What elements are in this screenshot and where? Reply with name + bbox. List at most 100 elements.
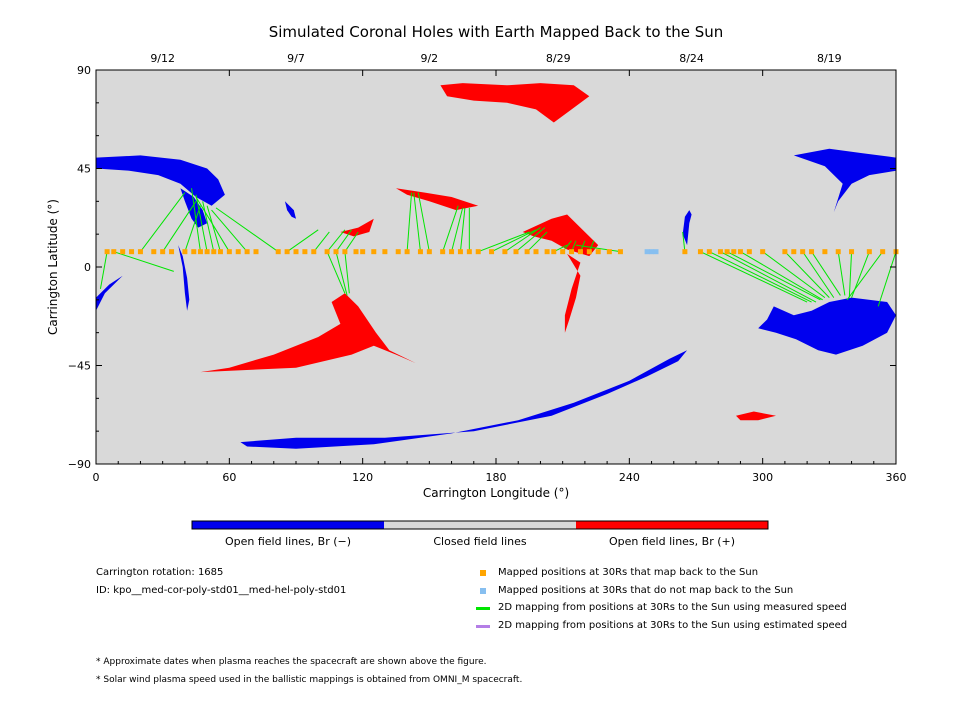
mapped-point-10 [191, 249, 197, 255]
legend-swatch-estimated [476, 625, 490, 628]
date-label-4: 8/29 [546, 52, 571, 65]
mapped-point-40 [489, 249, 495, 255]
mapped-point-21 [293, 249, 299, 255]
y-tick-label-1: 45 [77, 163, 91, 176]
field-line-mapping-14 [313, 231, 330, 252]
unmapped-point-3 [653, 249, 659, 255]
negative-coronal-hole-9 [240, 350, 688, 449]
mapped-point-2 [111, 249, 117, 255]
mapped-point-23 [311, 249, 317, 255]
field-line-mapping-28 [478, 231, 530, 253]
x-tick-label-240: 240 [619, 471, 640, 484]
carrington-rotation: Carrington rotation: 1685 [96, 567, 224, 578]
mapped-point-19 [275, 249, 281, 255]
mapped-point-64 [791, 249, 797, 255]
colorbar-label-negative: Open field lines, Br (−) [225, 535, 351, 548]
mapped-point-27 [353, 249, 359, 255]
field-line-mapping-1 [99, 251, 108, 289]
run-id: ID: kpo__med-cor-poly-std01__med-hel-pol… [96, 585, 347, 596]
negative-coronal-hole-8 [758, 297, 896, 355]
mapped-point-17 [244, 249, 250, 255]
field-line-mapping-11 [211, 209, 248, 253]
mapped-point-18 [253, 249, 259, 255]
mapped-point-41 [502, 249, 508, 255]
x-tick-label-120: 120 [352, 471, 373, 484]
y-tick-label-0: 90 [77, 64, 91, 77]
mapped-point-31 [395, 249, 401, 255]
mapped-point-48 [569, 249, 575, 255]
negative-coronal-hole-4 [284, 201, 296, 219]
field-line-mapping-42 [720, 251, 817, 303]
x-tick-label-360: 360 [886, 471, 907, 484]
colorbar-label-closed: Closed field lines [433, 535, 527, 548]
field-line-mapping-29 [491, 229, 537, 253]
plot-background [96, 70, 896, 464]
mapped-point-37 [457, 249, 463, 255]
mapped-point-29 [371, 249, 377, 255]
mapped-point-45 [544, 249, 550, 255]
field-line-mapping-53 [877, 251, 897, 307]
field-line-mapping-5 [184, 205, 201, 252]
mapped-point-8 [169, 249, 175, 255]
mapped-point-9 [182, 249, 188, 255]
mapped-point-3 [120, 249, 126, 255]
mapped-point-12 [204, 249, 210, 255]
field-line-mapping-31 [515, 227, 546, 253]
unmapped-point-2 [649, 249, 655, 255]
mapped-point-32 [404, 249, 410, 255]
field-line-mapping-9 [206, 205, 221, 252]
positive-coronal-hole-10 [440, 83, 590, 123]
mapped-point-67 [822, 249, 828, 255]
mapped-point-63 [782, 249, 788, 255]
mapped-point-7 [160, 249, 166, 255]
field-line-mapping-2 [113, 251, 174, 272]
mapped-point-22 [302, 249, 308, 255]
mapped-point-30 [382, 249, 388, 255]
mapped-point-70 [866, 249, 872, 255]
colorbar-frame [191, 520, 769, 530]
x-axis-label: Carrington Longitude (°) [423, 486, 569, 500]
field-line-mapping-52 [846, 251, 884, 301]
field-line-mapping-38 [575, 244, 621, 253]
negative-coronal-hole-6 [793, 148, 896, 213]
mapped-point-35 [440, 249, 446, 255]
mapped-point-11 [197, 249, 203, 255]
mapped-point-44 [533, 249, 539, 255]
date-label-1: 9/12 [150, 52, 175, 65]
mapped-point-24 [324, 249, 330, 255]
field-line-mapping-6 [191, 188, 201, 252]
field-line-mapping-30 [504, 227, 541, 253]
field-line-mapping-49 [837, 251, 846, 296]
mapped-point-61 [746, 249, 752, 255]
field-line-mapping-26 [459, 207, 466, 252]
positive-coronal-hole-16 [736, 411, 776, 421]
mapped-point-13 [211, 249, 217, 255]
mapped-point-54 [682, 249, 688, 255]
footnote-dates: * Approximate dates when plasma reaches … [96, 657, 487, 667]
mapped-point-47 [560, 249, 566, 255]
mapped-point-69 [849, 249, 855, 255]
x-tick-label-60: 60 [222, 471, 236, 484]
mapped-point-50 [586, 249, 592, 255]
mapped-point-16 [235, 249, 241, 255]
mapped-point-43 [524, 249, 530, 255]
field-line-mapping-20 [344, 251, 350, 294]
date-label-2: 9/7 [287, 52, 305, 65]
field-line-mapping-8 [202, 201, 215, 252]
legend-label-estimated: 2D mapping from positions at 30Rs to the… [498, 620, 848, 631]
field-line-mapping-43 [726, 251, 821, 301]
mapped-point-34 [426, 249, 432, 255]
field-line-mapping-23 [417, 192, 430, 252]
plot-area [96, 70, 899, 464]
axes: 0 60 120 180 240 300 360 90 45 0 −45 −90 9/12 9/7 9/2 8… [68, 52, 907, 484]
mapped-point-14 [217, 249, 223, 255]
field-line-mapping-22 [413, 192, 421, 252]
negative-coronal-hole-3 [178, 245, 190, 311]
mapped-point-38 [466, 249, 472, 255]
positive-coronal-hole-12 [340, 218, 374, 237]
mapped-point-1 [104, 249, 110, 255]
field-line-mapping-4 [162, 201, 197, 252]
mapped-point-5 [137, 249, 143, 255]
mapped-point-51 [595, 249, 601, 255]
